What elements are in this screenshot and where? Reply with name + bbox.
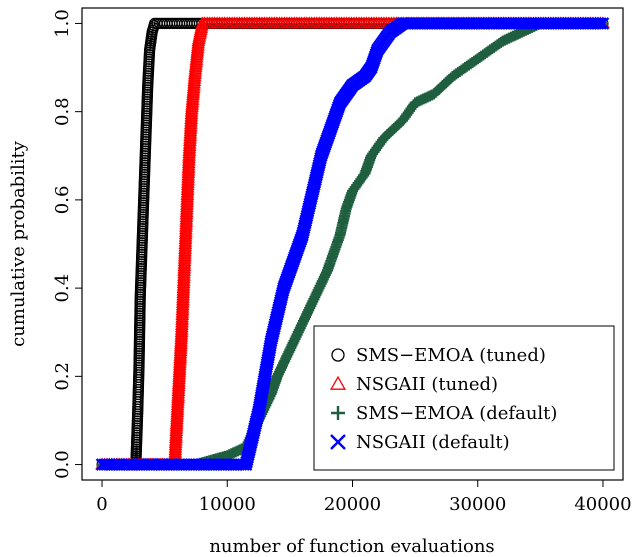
axis-layer: 0 10000 20000 30000 40000 0.0 0.2 0.4 0.6 0.8 1.0 bbox=[52, 9, 632, 515]
y-tick-label: 0.4 bbox=[52, 274, 73, 303]
data-point bbox=[591, 17, 605, 30]
legend-marker bbox=[330, 434, 346, 450]
y-tick-label: 0.6 bbox=[52, 186, 73, 215]
y-axis-label: cumulative probability bbox=[8, 140, 29, 347]
x-tick-label: 40000 bbox=[574, 494, 631, 515]
legend-label: NSGAII (tuned) bbox=[356, 374, 498, 395]
legend-marker bbox=[331, 406, 345, 420]
legend-label: SMS−EMOA (tuned) bbox=[356, 345, 546, 366]
legend-box bbox=[313, 325, 615, 471]
legend-label: NSGAII (default) bbox=[356, 432, 510, 453]
y-tick-label: 0.8 bbox=[52, 97, 73, 126]
legend-label: SMS−EMOA (default) bbox=[356, 403, 557, 424]
x-tick-label: 20000 bbox=[324, 494, 381, 515]
x-axis-label: number of function evaluations bbox=[209, 536, 494, 557]
legend-entry: SMS−EMOA (default) bbox=[331, 403, 557, 424]
y-tick-label: 0.0 bbox=[52, 450, 73, 479]
legend-entries: SMS−EMOA (tuned) NSGAII (tuned) SMS−EMOA (… bbox=[329, 345, 557, 453]
series-4 bbox=[95, 17, 610, 471]
data-point bbox=[596, 17, 610, 30]
data-point bbox=[594, 17, 607, 30]
legend-entry: NSGAII (default) bbox=[330, 432, 510, 453]
legend-marker bbox=[331, 348, 345, 362]
series-layer bbox=[95, 16, 610, 471]
series-2 bbox=[95, 16, 610, 470]
y-tick-label: 1.0 bbox=[52, 9, 73, 38]
data-point bbox=[194, 18, 209, 31]
legend: SMS−EMOA (tuned) NSGAII (tuned) SMS−EMOA (… bbox=[313, 325, 615, 471]
y-tick-label: 0.2 bbox=[52, 362, 73, 391]
x-tick-label: 10000 bbox=[199, 494, 256, 515]
x-tick-label: 0 bbox=[96, 494, 107, 515]
legend-entry: NSGAII (tuned) bbox=[329, 374, 498, 395]
legend-entry: SMS−EMOA (tuned) bbox=[331, 345, 546, 366]
legend-marker bbox=[329, 375, 347, 390]
x-tick-label: 30000 bbox=[449, 494, 506, 515]
